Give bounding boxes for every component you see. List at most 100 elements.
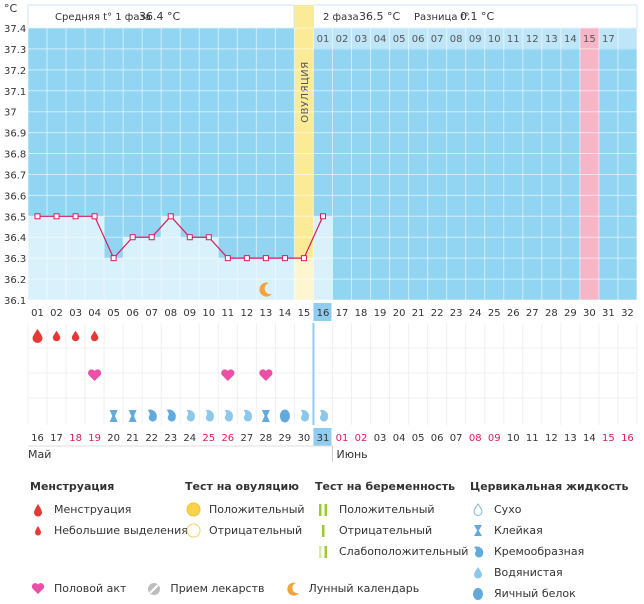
y-tick-label: 36.1 — [4, 296, 26, 307]
date-label: 13 — [564, 433, 577, 444]
cycle-day-label: 11 — [221, 308, 234, 319]
creamy-icon — [166, 409, 176, 422]
date-label: 27 — [240, 433, 253, 444]
cycle-day-label: 23 — [450, 308, 463, 319]
double-strip-icon — [315, 502, 331, 518]
temperature-point — [91, 213, 98, 220]
date-label: 09 — [488, 433, 501, 444]
legend-cervical: Цервикальная жидкость Сухо Клейкая Кремо… — [470, 480, 628, 604]
cycle-day-label: 08 — [164, 308, 177, 319]
top-cycle-day: 08 — [450, 34, 463, 45]
small-drop-icon — [30, 523, 46, 539]
temperature-point — [53, 213, 60, 220]
cycle-day-label: 25 — [488, 308, 501, 319]
top-cycle-day: 03 — [355, 34, 368, 45]
menstruation-drop-icon — [32, 329, 43, 343]
y-tick-label: 36.2 — [4, 275, 26, 286]
y-tick-label: 37.1 — [4, 87, 26, 98]
cycle-day-label: 07 — [145, 308, 158, 319]
cycle-day-label: 15 — [298, 308, 311, 319]
sticky-icon — [109, 410, 118, 422]
date-label: 05 — [412, 433, 425, 444]
top-cycle-day: 05 — [393, 34, 406, 45]
date-label: 18 — [69, 433, 82, 444]
date-label: 20 — [107, 433, 120, 444]
y-tick-label: 37.3 — [4, 45, 26, 56]
watery-icon — [300, 409, 310, 422]
eggwhite-icon — [470, 586, 486, 602]
legend-cervical-creamy: Кремообразная — [494, 545, 585, 558]
temperature-point — [281, 255, 288, 262]
top-cycle-day: 17 — [602, 34, 615, 45]
legend-medication: Прием лекарств — [170, 582, 265, 595]
phase2-value: 36.5 °C — [359, 10, 400, 23]
top-cycle-day: 01 — [317, 34, 330, 45]
difference-value: 0.1 °C — [460, 10, 494, 23]
date-label: 03 — [374, 433, 387, 444]
legend-lunar: Лунный календарь — [308, 582, 420, 595]
y-tick-label: 36.5 — [4, 212, 26, 223]
cycle-day-label: 01 — [31, 308, 44, 319]
moon-icon — [285, 581, 301, 597]
cycle-day-label: 05 — [107, 308, 120, 319]
temperature-area-bar — [180, 237, 200, 300]
cycle-day-label: 16 — [317, 308, 330, 319]
heart-icon — [30, 581, 46, 597]
legend-pregnancy-test-title: Тест на беременность — [315, 480, 456, 493]
top-cycle-day: 06 — [412, 34, 425, 45]
cycle-day-label: 26 — [507, 308, 520, 319]
watery-icon — [186, 409, 195, 422]
pill-icon — [146, 581, 162, 597]
legend-ovulation-test: Тест на овуляцию Положительный Отрицател… — [185, 480, 305, 541]
temperature-point — [243, 255, 250, 262]
y-tick-label: 36.3 — [4, 254, 26, 265]
current-date-marker — [313, 428, 332, 446]
legend-pregnancy-positive: Положительный — [339, 503, 435, 516]
cycle-day-label: 02 — [50, 308, 63, 319]
date-label: 02 — [355, 433, 368, 444]
temperature-area-bar — [142, 237, 162, 300]
symbol-grid-background — [0, 323, 644, 425]
y-tick-label: 36.4 — [4, 233, 26, 244]
date-label: 06 — [431, 433, 444, 444]
legend-menstruation: Менструация Менструация Небольшие выделе… — [30, 480, 188, 541]
temperature-point — [319, 213, 326, 220]
date-label: 17 — [50, 433, 63, 444]
watery-icon — [319, 409, 329, 422]
top-cycle-day: 13 — [545, 34, 558, 45]
temperature-point — [205, 234, 212, 241]
faint-strip-icon — [315, 544, 331, 560]
sticky-icon — [128, 410, 137, 422]
top-cycle-day: 02 — [336, 34, 349, 45]
y-tick-label: 37.4 — [4, 24, 26, 35]
date-label: 24 — [183, 433, 196, 444]
y-tick-label: 36.8 — [4, 150, 26, 161]
cycle-day-band — [313, 28, 637, 48]
top-cycle-day: 09 — [469, 34, 482, 45]
watery-icon — [205, 409, 214, 422]
y-tick-label: 36.9 — [4, 129, 26, 140]
date-label: 04 — [393, 433, 406, 444]
cycle-day-label: 24 — [469, 308, 482, 319]
big-drop-icon — [30, 502, 46, 518]
current-day-marker — [313, 303, 332, 321]
spotting-drop-icon — [52, 330, 61, 342]
sticky-icon — [261, 410, 270, 422]
legend-pregnancy-negative: Отрицательный — [339, 524, 433, 537]
temperature-point — [167, 213, 174, 220]
cycle-day-label: 31 — [602, 308, 615, 319]
sun-positive-icon — [185, 502, 201, 518]
temperature-point — [72, 213, 79, 220]
month-label: Май — [28, 448, 51, 461]
legend-ovulation-negative: Отрицательный — [209, 524, 303, 537]
cycle-day-label: 03 — [69, 308, 82, 319]
legend-menstruation-title: Менструация — [30, 480, 115, 493]
legend-cervical-dry: Сухо — [494, 503, 522, 516]
month-label: Июнь — [336, 448, 367, 461]
legend-bottom: Половой акт Прием лекарств Лунный календ… — [30, 578, 419, 599]
cycle-day-label: 04 — [88, 308, 101, 319]
date-label: 30 — [298, 433, 311, 444]
date-label: 16 — [31, 433, 44, 444]
date-label: 15 — [602, 433, 615, 444]
